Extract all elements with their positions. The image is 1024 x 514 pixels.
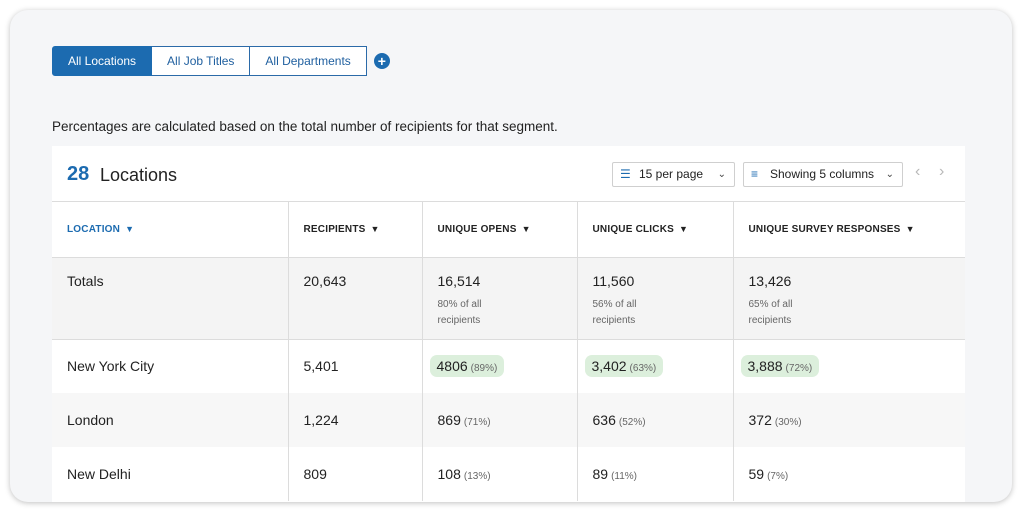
totals-responses-sub: 65% of all recipients (748, 298, 793, 326)
table-row[interactable]: New York City 5,401 4806 (89%) 3,402 (63%)… (52, 339, 965, 393)
row-location: London (52, 393, 289, 447)
row-responses: 372 (748, 412, 772, 428)
row-clicks: 636 (592, 412, 616, 428)
highlight-badge: 3,402 (63%) (584, 355, 664, 378)
per-page-value: 15 per page (639, 167, 704, 181)
sort-caret-icon: ▼ (905, 224, 915, 234)
table-row[interactable]: London 1,224 869 (71%) 636 (52%) 372 (30%) (52, 393, 965, 447)
column-header-recipients[interactable]: RECIPIENTS ▼ (288, 202, 423, 258)
add-segment-icon[interactable]: + (373, 53, 390, 69)
totals-clicks: 11,560 (592, 272, 635, 289)
row-responses-pct: (72%) (785, 363, 813, 375)
segment-filter-group: All Locations All Job Titles All Departm… (52, 46, 390, 76)
row-clicks: 3,402 (591, 358, 627, 375)
highlight-badge: 4806 (89%) (429, 355, 505, 378)
sort-caret-icon: ▼ (521, 224, 531, 234)
column-header-unique-clicks[interactable]: UNIQUE CLICKS ▼ (577, 202, 734, 258)
card-header: 28 Locations ☰ 15 per page ⌄ ≡ Showing 5… (52, 146, 965, 202)
columns-dropdown[interactable]: ≡ Showing 5 columns ⌄ (743, 162, 903, 187)
row-location: New Delhi (52, 447, 289, 501)
row-recipients: 809 (288, 447, 423, 501)
list-icon: ☰ (620, 167, 631, 181)
row-clicks-pct: (52%) (618, 417, 646, 428)
totals-responses-cell: 13,426 65% of all recipients (733, 257, 965, 340)
row-clicks: 89 (592, 466, 609, 482)
totals-label: Totals (52, 257, 289, 340)
row-responses-pct: (30%) (774, 417, 802, 428)
results-card: 28 Locations ☰ 15 per page ⌄ ≡ Showing 5… (52, 146, 965, 502)
segment-all-locations[interactable]: All Locations (52, 46, 153, 76)
location-count-label: Locations (100, 165, 178, 185)
row-opens: 108 (437, 466, 461, 482)
totals-opens-sub: 80% of all recipients (437, 298, 482, 326)
totals-opens: 16,514 (437, 272, 481, 289)
next-page-icon[interactable]: › (939, 163, 945, 180)
segment-all-departments[interactable]: All Departments (250, 46, 367, 76)
sort-caret-icon: ▼ (125, 224, 135, 234)
row-responses: 3,888 (747, 358, 783, 375)
app-frame: All Locations All Job Titles All Departm… (10, 10, 1012, 502)
per-page-dropdown[interactable]: ☰ 15 per page ⌄ (612, 162, 735, 187)
sort-caret-icon: ▼ (679, 224, 689, 234)
row-opens: 869 (437, 412, 461, 428)
row-opens-pct: (13%) (463, 471, 491, 482)
row-clicks-pct: (63%) (629, 363, 657, 375)
totals-responses: 13,426 (748, 272, 792, 289)
locations-table: LOCATION ▼ RECIPIENTS ▼ UNIQUE OPENS ▼ UNIQ… (52, 202, 965, 501)
column-header-location[interactable]: LOCATION ▼ (52, 202, 289, 258)
row-responses-pct: (7%) (767, 471, 789, 482)
totals-row: Totals 20,643 16,514 80% of all recipien… (52, 257, 965, 340)
totals-opens-cell: 16,514 80% of all recipients (422, 257, 578, 340)
row-recipients: 1,224 (288, 393, 423, 447)
chevron-down-icon: ⌄ (885, 169, 894, 180)
row-location: New York City (52, 339, 289, 393)
row-opens-pct: (71%) (463, 417, 491, 428)
row-opens: 4806 (436, 358, 468, 375)
row-opens-pct: (89%) (470, 363, 498, 375)
totals-recipients: 20,643 (288, 257, 423, 340)
percentage-note: Percentages are calculated based on the … (52, 119, 558, 134)
location-count: 28 (67, 163, 90, 185)
totals-clicks-cell: 11,560 56% of all recipients (577, 257, 734, 340)
filter-icon: ≡ (751, 167, 759, 181)
columns-value: Showing 5 columns (770, 167, 875, 181)
table-row[interactable]: New Delhi 809 108 (13%) 89 (11%) 59 (7%) (52, 447, 965, 501)
sort-caret-icon: ▼ (370, 224, 380, 234)
row-clicks-pct: (11%) (611, 471, 638, 482)
row-responses: 59 (748, 466, 765, 482)
row-recipients: 5,401 (288, 339, 423, 393)
chevron-down-icon: ⌄ (717, 169, 726, 180)
totals-clicks-sub: 56% of all recipients (592, 298, 637, 326)
segment-all-job-titles[interactable]: All Job Titles (152, 46, 251, 76)
column-header-unique-survey-responses[interactable]: UNIQUE SURVEY RESPONSES ▼ (733, 202, 965, 258)
table-header-row: LOCATION ▼ RECIPIENTS ▼ UNIQUE OPENS ▼ UNIQ… (52, 202, 965, 258)
highlight-badge: 3,888 (72%) (740, 355, 820, 378)
column-header-unique-opens[interactable]: UNIQUE OPENS ▼ (422, 202, 578, 258)
prev-page-icon[interactable]: ‹ (915, 163, 921, 180)
